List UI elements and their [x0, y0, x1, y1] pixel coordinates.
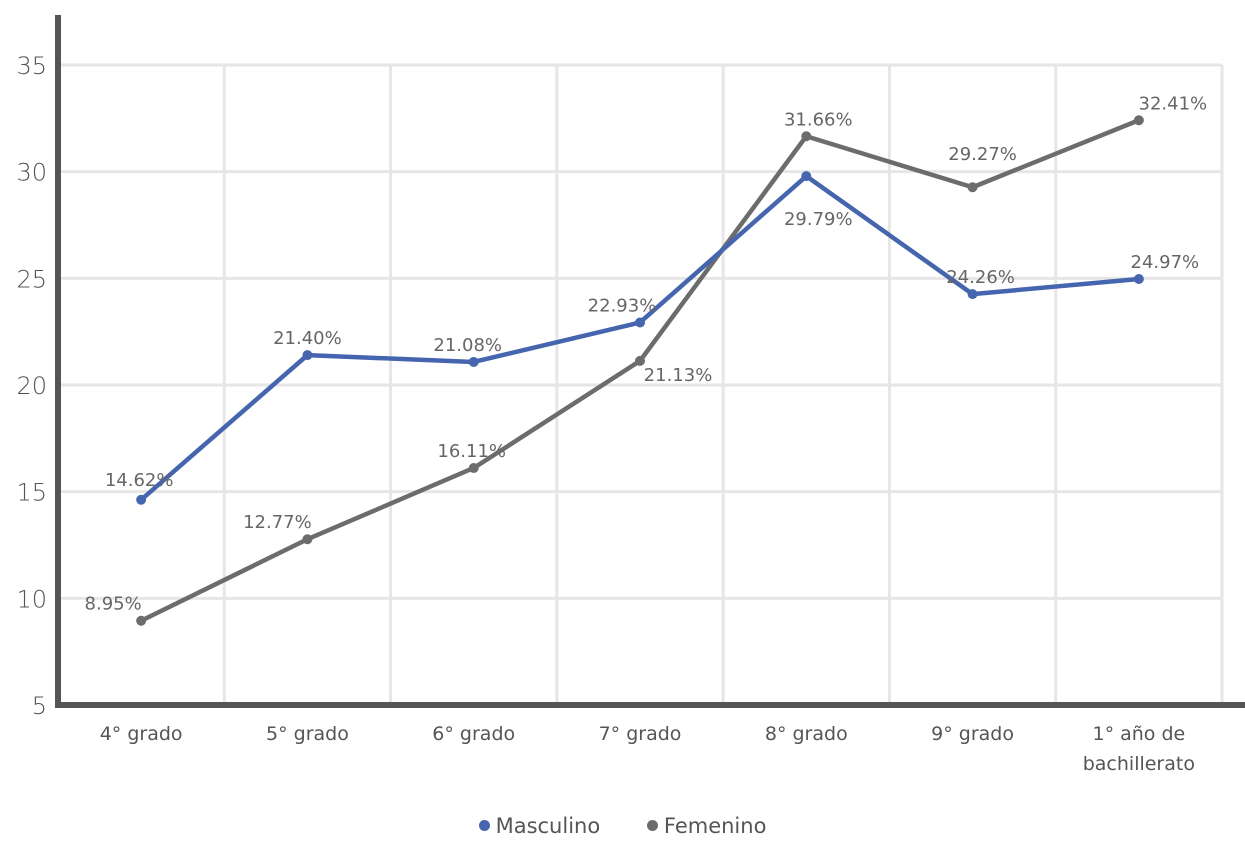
- data-label-masculino: 14.62%: [105, 470, 174, 491]
- x-tick-label: 4° grado: [100, 723, 183, 745]
- legend-label-femenino: Femenino: [663, 813, 767, 838]
- y-tick-label: 20: [16, 372, 47, 400]
- y-tick-label: 35: [16, 52, 47, 80]
- data-label-masculino: 29.79%: [784, 209, 853, 230]
- data-point-masculino: [136, 494, 147, 505]
- legend-item-femenino: Femenino: [646, 813, 767, 838]
- data-label-femenino: 31.66%: [784, 109, 853, 130]
- legend-marker-femenino: [646, 820, 658, 831]
- data-point-masculino: [635, 317, 645, 328]
- data-point-masculino: [468, 356, 479, 367]
- data-point-femenino: [801, 131, 812, 142]
- y-tick-label: 10: [16, 585, 47, 613]
- data-label-femenino: 12.77%: [243, 512, 312, 533]
- data-label-femenino: 16.11%: [437, 441, 506, 462]
- x-tick-label: 8° grado: [765, 723, 848, 745]
- data-point-masculino: [1133, 273, 1144, 284]
- data-label-masculino: 21.08%: [433, 335, 502, 356]
- data-label-masculino: 24.26%: [946, 267, 1015, 288]
- x-tick-label: 1° año de bachillerato: [1083, 723, 1195, 775]
- data-point-femenino: [468, 462, 479, 473]
- legend-item-masculino: Masculino: [478, 813, 601, 838]
- legend: Masculino Femenino: [0, 812, 1245, 838]
- legend-marker-masculino: [478, 820, 490, 831]
- x-tick-label: 9° grado: [931, 723, 1014, 745]
- data-point-masculino: [967, 289, 978, 300]
- data-label-masculino: 22.93%: [588, 295, 657, 316]
- data-point-femenino: [302, 534, 313, 545]
- data-point-femenino: [967, 182, 978, 193]
- y-tick-label: 5: [32, 692, 47, 720]
- data-label-femenino: 21.13%: [644, 365, 713, 386]
- y-tick-label: 30: [16, 159, 47, 187]
- legend-label-masculino: Masculino: [495, 813, 601, 838]
- data-label-masculino: 24.97%: [1131, 252, 1200, 273]
- data-label-femenino: 32.41%: [1139, 93, 1208, 114]
- data-point-femenino: [1133, 115, 1144, 126]
- data-label-femenino: 29.27%: [948, 144, 1017, 165]
- data-point-femenino: [635, 355, 645, 366]
- x-tick-label: 6° grado: [432, 723, 515, 745]
- x-tick-label: 5° grado: [266, 723, 349, 745]
- data-point-masculino: [801, 171, 812, 182]
- data-label-femenino: 8.95%: [85, 594, 142, 615]
- data-label-masculino: 21.40%: [273, 328, 342, 349]
- y-tick-label: 25: [16, 265, 47, 293]
- x-tick-label: 7° grado: [599, 723, 682, 745]
- data-point-masculino: [302, 350, 313, 361]
- y-tick-label: 15: [16, 479, 47, 507]
- data-point-femenino: [136, 615, 147, 626]
